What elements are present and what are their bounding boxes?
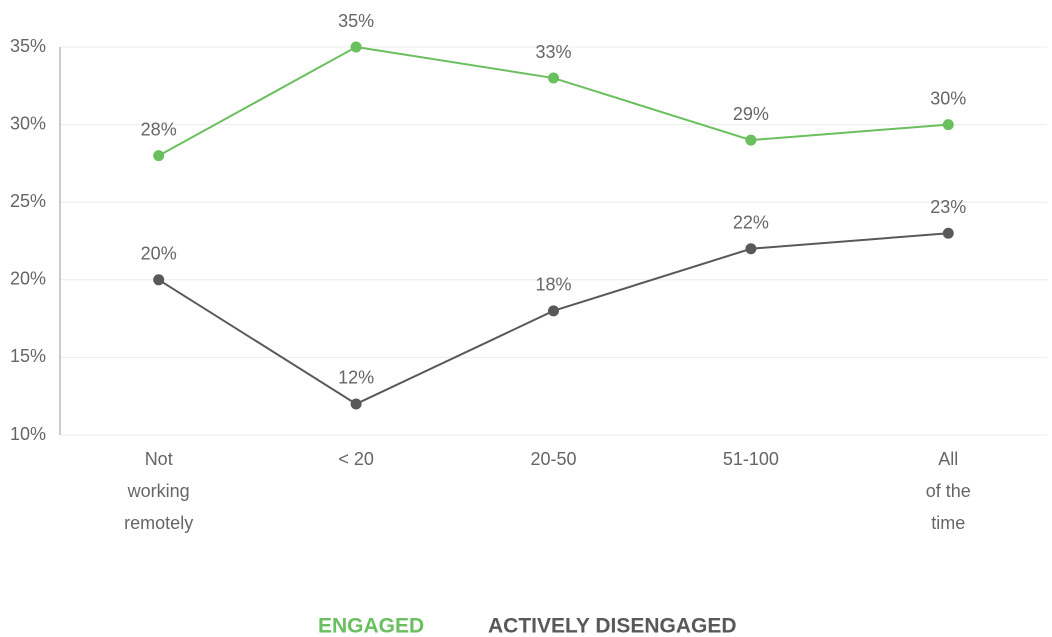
x-tick-line: 20-50 xyxy=(530,449,576,469)
y-tick-label: 20% xyxy=(10,269,46,289)
point xyxy=(153,274,165,286)
x-tick-line: time xyxy=(931,513,965,533)
data-label: 23% xyxy=(930,197,966,217)
x-tick-label: 51-100 xyxy=(723,449,779,469)
point xyxy=(548,72,559,84)
x-tick-line: 51-100 xyxy=(723,449,779,469)
series-line xyxy=(158,232,949,406)
data-label: 22% xyxy=(733,213,769,233)
y-tick-label: 35% xyxy=(10,36,46,56)
x-tick-line: working xyxy=(127,481,190,501)
data-label: 30% xyxy=(930,88,966,108)
y-tick-label: 25% xyxy=(10,191,46,211)
point xyxy=(153,150,165,162)
data-label: 29% xyxy=(733,104,769,124)
x-tick-label: < 20 xyxy=(338,449,374,469)
y-tick-label: 30% xyxy=(10,113,46,133)
legend-label: ENGAGED xyxy=(318,615,424,637)
data-label: 33% xyxy=(535,42,571,62)
x-tick-line: All xyxy=(938,449,958,469)
y-tick-label: 15% xyxy=(10,346,46,366)
data-label: 12% xyxy=(338,368,374,388)
x-tick-line: remotely xyxy=(124,513,193,533)
point xyxy=(548,305,559,317)
point xyxy=(942,227,954,239)
x-tick-label: Not working remotely xyxy=(124,449,193,533)
point xyxy=(350,398,362,410)
x-tick-label: 20-50 xyxy=(530,449,576,469)
x-tick-line: Not xyxy=(145,449,173,469)
point xyxy=(745,134,757,146)
data-label: 20% xyxy=(141,244,177,264)
data-label: 35% xyxy=(338,11,374,31)
x-tick-line: < 20 xyxy=(338,449,374,469)
series-line xyxy=(158,45,949,157)
point xyxy=(745,243,757,255)
point xyxy=(942,119,954,131)
legend-label: ACTIVELY DISENGAGED xyxy=(488,615,737,637)
x-tick-line: of the xyxy=(926,481,971,501)
point xyxy=(350,41,362,53)
data-label: 18% xyxy=(535,275,571,295)
x-tick-label: All of the time xyxy=(926,449,971,533)
data-label: 28% xyxy=(141,119,177,139)
y-tick-label: 10% xyxy=(10,424,46,444)
